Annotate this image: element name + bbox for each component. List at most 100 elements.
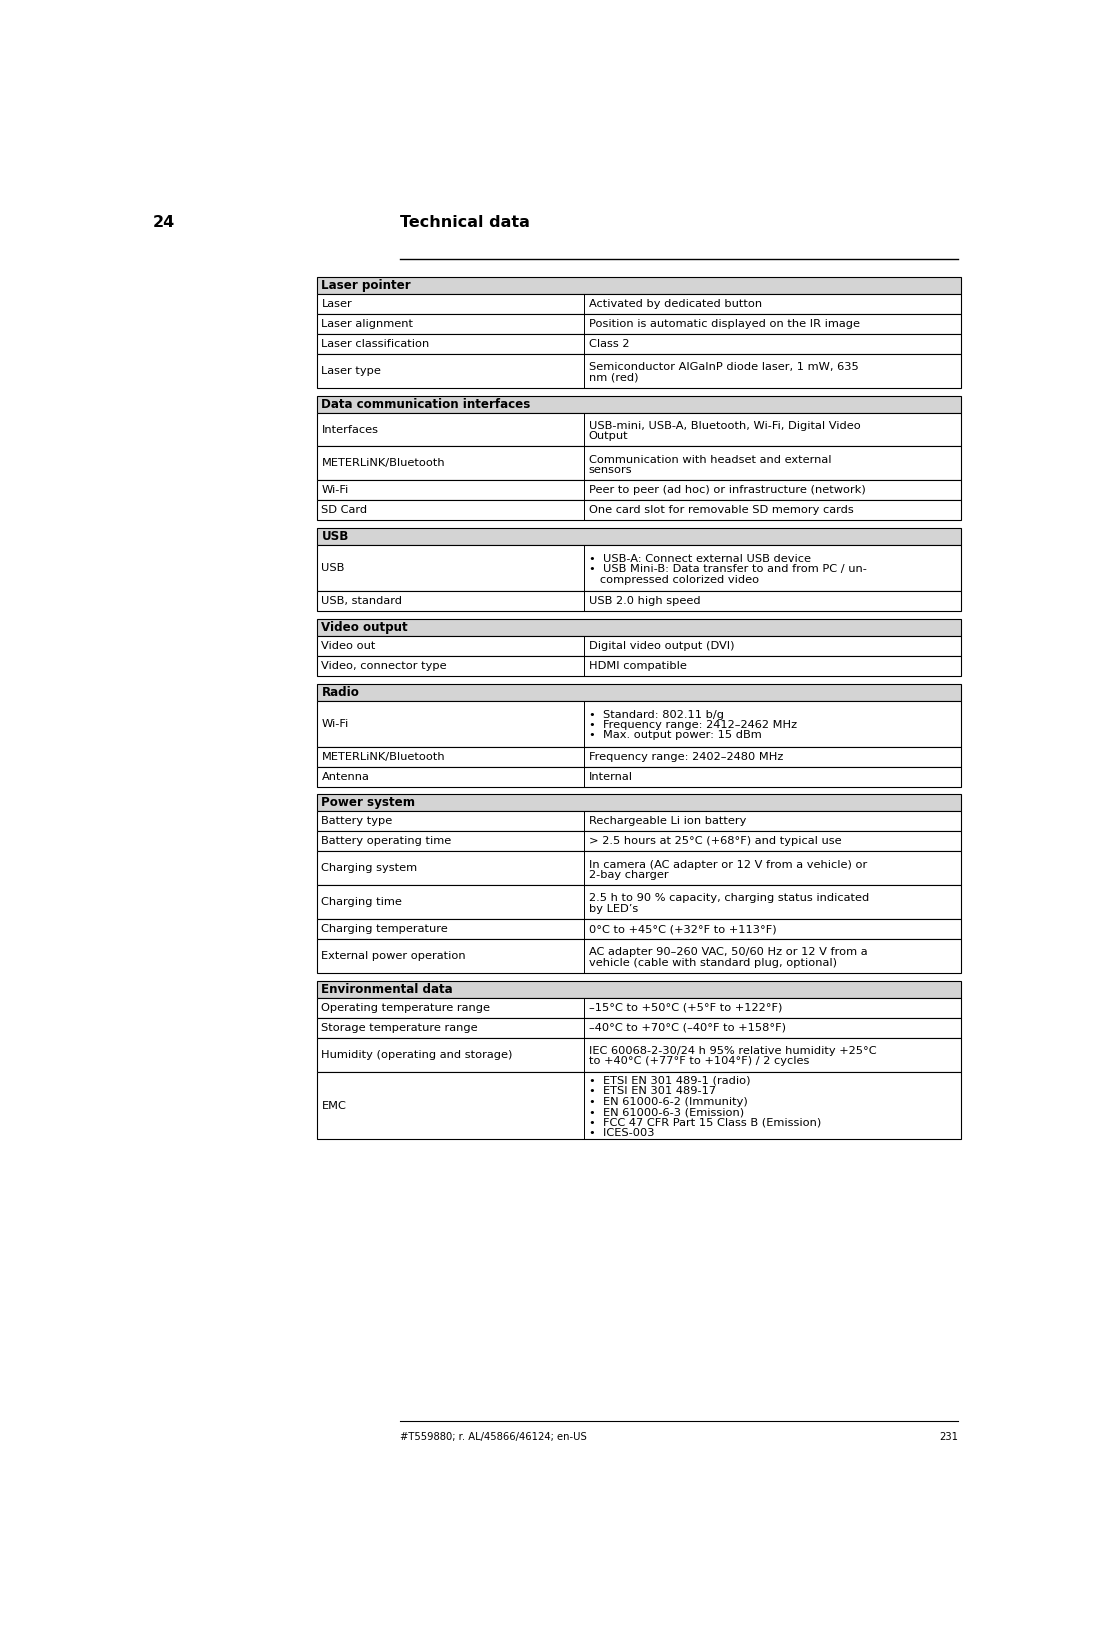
Bar — [317, 1019, 961, 1038]
Bar — [317, 620, 961, 636]
Bar — [317, 919, 961, 938]
Bar — [317, 592, 961, 611]
Bar — [317, 811, 961, 832]
Text: Charging temperature: Charging temperature — [321, 924, 448, 934]
Text: One card slot for removable SD memory cards: One card slot for removable SD memory ca… — [589, 505, 854, 515]
Bar — [317, 997, 961, 1019]
Bar — [317, 767, 961, 786]
Bar — [317, 355, 961, 387]
Text: Rechargeable Li ion battery: Rechargeable Li ion battery — [589, 816, 746, 826]
Text: #T559880; r. AL/45866/46124; en-US: #T559880; r. AL/45866/46124; en-US — [400, 1432, 587, 1442]
Text: Semiconductor AlGaInP diode laser, 1 mW, 635: Semiconductor AlGaInP diode laser, 1 mW,… — [589, 363, 858, 373]
Bar — [317, 747, 961, 767]
Text: METERLiNK/Bluetooth: METERLiNK/Bluetooth — [321, 458, 445, 468]
Text: HDMI compatible: HDMI compatible — [589, 661, 686, 670]
Text: 231: 231 — [939, 1432, 959, 1442]
Text: Video out: Video out — [321, 641, 376, 651]
Text: Frequency range: 2402–2480 MHz: Frequency range: 2402–2480 MHz — [589, 752, 784, 762]
Bar — [317, 656, 961, 675]
Text: EMC: EMC — [321, 1100, 346, 1110]
Bar — [317, 1038, 961, 1071]
Bar — [317, 1071, 961, 1140]
Bar — [317, 885, 961, 919]
Bar — [317, 852, 961, 885]
Bar — [317, 938, 961, 973]
Text: Communication with headset and external: Communication with headset and external — [589, 455, 831, 464]
Text: •  Frequency range: 2412–2462 MHz: • Frequency range: 2412–2462 MHz — [589, 719, 797, 729]
Text: Operating temperature range: Operating temperature range — [321, 1002, 490, 1012]
Text: USB: USB — [321, 562, 345, 574]
Text: USB: USB — [321, 530, 349, 543]
Bar — [317, 997, 961, 1019]
Text: Battery type: Battery type — [321, 816, 392, 826]
Bar — [317, 396, 961, 412]
Text: Laser type: Laser type — [321, 366, 381, 376]
Bar — [317, 276, 961, 294]
Text: –15°C to +50°C (+5°F to +122°F): –15°C to +50°C (+5°F to +122°F) — [589, 1002, 783, 1012]
Text: 2-bay charger: 2-bay charger — [589, 870, 669, 880]
Bar — [317, 795, 961, 811]
Bar — [317, 544, 961, 592]
Bar — [317, 481, 961, 500]
Text: Data communication interfaces: Data communication interfaces — [321, 397, 530, 410]
Bar — [317, 412, 961, 446]
Text: to +40°C (+77°F to +104°F) / 2 cycles: to +40°C (+77°F to +104°F) / 2 cycles — [589, 1056, 809, 1066]
Text: In camera (AC adapter or 12 V from a vehicle) or: In camera (AC adapter or 12 V from a veh… — [589, 860, 867, 870]
Text: METERLiNK/Bluetooth: METERLiNK/Bluetooth — [321, 752, 445, 762]
Text: Charging time: Charging time — [321, 898, 402, 907]
Text: •  ICES-003: • ICES-003 — [589, 1128, 654, 1138]
Bar — [317, 852, 961, 885]
Text: Battery operating time: Battery operating time — [321, 837, 452, 847]
Bar — [317, 700, 961, 747]
Bar — [317, 528, 961, 544]
Bar — [317, 446, 961, 481]
Text: AC adapter 90–260 VAC, 50/60 Hz or 12 V from a: AC adapter 90–260 VAC, 50/60 Hz or 12 V … — [589, 947, 867, 958]
Bar — [317, 412, 961, 446]
Text: compressed colorized video: compressed colorized video — [589, 576, 758, 585]
Bar — [317, 1019, 961, 1038]
Bar — [317, 767, 961, 786]
Text: External power operation: External power operation — [321, 952, 466, 961]
Text: Radio: Radio — [321, 685, 359, 698]
Bar — [317, 683, 961, 700]
Bar — [317, 700, 961, 747]
Bar — [317, 314, 961, 334]
Text: > 2.5 hours at 25°C (+68°F) and typical use: > 2.5 hours at 25°C (+68°F) and typical … — [589, 837, 842, 847]
Bar — [317, 885, 961, 919]
Bar — [317, 683, 961, 700]
Text: USB-mini, USB-A, Bluetooth, Wi-Fi, Digital Video: USB-mini, USB-A, Bluetooth, Wi-Fi, Digit… — [589, 420, 860, 430]
Text: –40°C to +70°C (–40°F to +158°F): –40°C to +70°C (–40°F to +158°F) — [589, 1024, 786, 1033]
Bar — [317, 355, 961, 387]
Text: 2.5 h to 90 % capacity, charging status indicated: 2.5 h to 90 % capacity, charging status … — [589, 893, 869, 904]
Bar — [317, 919, 961, 938]
Text: Class 2: Class 2 — [589, 338, 629, 348]
Bar — [317, 334, 961, 355]
Bar — [317, 500, 961, 520]
Text: •  USB Mini-B: Data transfer to and from PC / un-: • USB Mini-B: Data transfer to and from … — [589, 564, 867, 574]
Bar — [317, 656, 961, 675]
Bar — [317, 314, 961, 334]
Text: IEC 60068-2-30/24 h 95% relative humidity +25°C: IEC 60068-2-30/24 h 95% relative humidit… — [589, 1046, 877, 1056]
Bar — [317, 981, 961, 997]
Text: •  Standard: 802.11 b/g: • Standard: 802.11 b/g — [589, 710, 723, 719]
Bar — [317, 446, 961, 481]
Bar — [317, 811, 961, 832]
Text: Video, connector type: Video, connector type — [321, 661, 447, 670]
Bar — [317, 528, 961, 544]
Text: Antenna: Antenna — [321, 772, 369, 782]
Text: Peer to peer (ad hoc) or infrastructure (network): Peer to peer (ad hoc) or infrastructure … — [589, 486, 866, 495]
Text: Technical data: Technical data — [400, 216, 530, 231]
Bar — [317, 620, 961, 636]
Text: Charging system: Charging system — [321, 863, 418, 873]
Text: Internal: Internal — [589, 772, 632, 782]
Bar — [317, 636, 961, 656]
Text: vehicle (cable with standard plug, optional): vehicle (cable with standard plug, optio… — [589, 958, 836, 968]
Bar — [317, 747, 961, 767]
Text: Digital video output (DVI): Digital video output (DVI) — [589, 641, 734, 651]
Bar — [317, 396, 961, 412]
Bar — [317, 832, 961, 852]
Text: Laser alignment: Laser alignment — [321, 319, 413, 329]
Bar — [317, 981, 961, 997]
Text: Interfaces: Interfaces — [321, 425, 378, 435]
Text: •  EN 61000-6-3 (Emission): • EN 61000-6-3 (Emission) — [589, 1107, 744, 1117]
